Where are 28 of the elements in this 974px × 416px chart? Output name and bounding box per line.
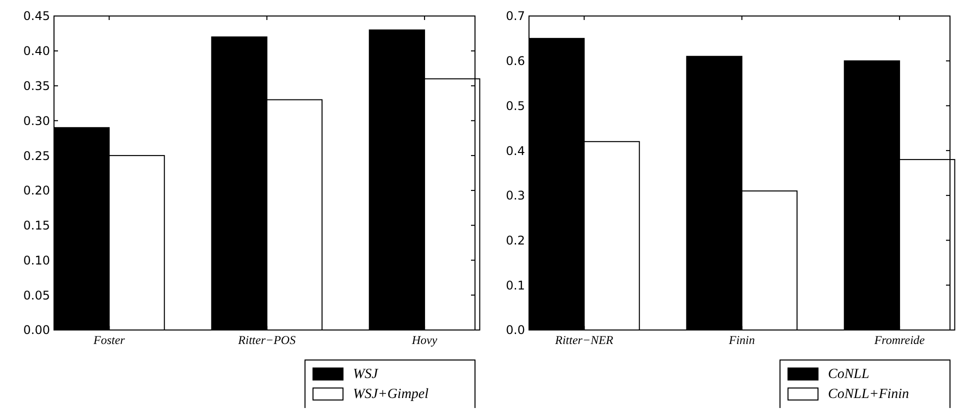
y-tick-label: 0.1 [506,278,525,292]
y-tick-label: 0.25 [23,148,50,163]
legend-label: WSJ+Gimpel [353,387,429,402]
y-tick-label: 0.6 [506,54,525,68]
x-tick-label: Fromreide [873,333,926,347]
x-tick-label: Foster [92,333,126,347]
y-tick-label: 0.4 [506,144,525,158]
y-tick-label: 0.3 [506,188,525,203]
x-tick-label: Ritter−NER [554,333,614,347]
x-tick-label: Finin [728,333,755,347]
y-tick-label: 0.0 [506,323,525,338]
legend-label: CoNLL [828,367,870,382]
y-tick-label: 0.7 [506,9,525,24]
x-tick-label: Ritter−POS [237,333,296,347]
legend-label: CoNLL+Finin [828,387,910,402]
y-tick-label: 0.15 [23,218,50,233]
y-tick-label: 0.5 [506,98,525,113]
y-tick-label: 0.10 [23,253,50,268]
y-tick-label: 0.05 [23,288,50,302]
y-tick-label: 0.20 [23,184,50,198]
y-tick-label: 0.30 [23,114,50,128]
y-tick-label: 0.40 [23,44,50,58]
x-tick-label: Hovy [410,333,438,347]
y-tick-label: 0.2 [506,233,525,248]
y-tick-label: 0.00 [23,323,50,338]
y-tick-label: 0.35 [23,78,50,93]
y-tick-label: 0.45 [23,9,50,24]
legend-label: WSJ [353,367,379,382]
